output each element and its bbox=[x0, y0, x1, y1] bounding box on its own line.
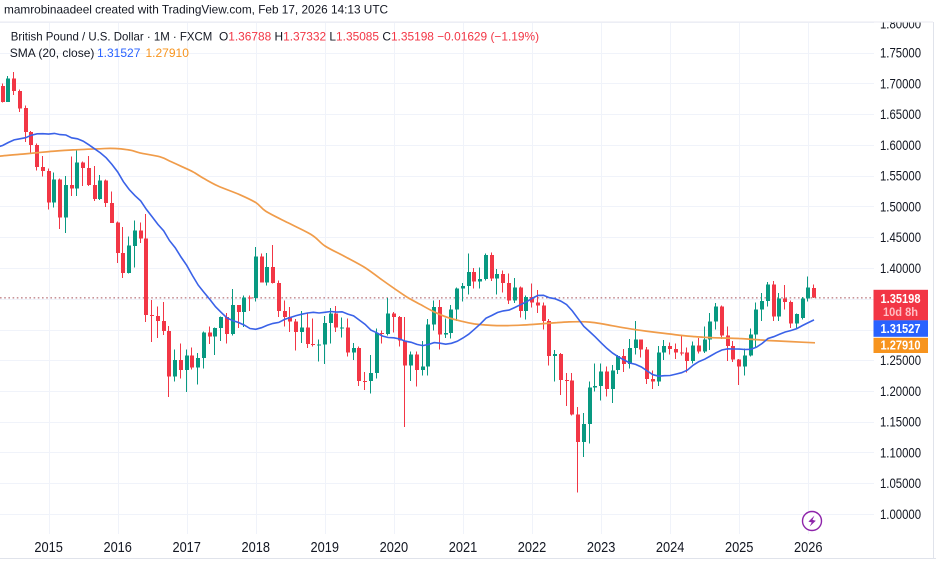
svg-text:2026: 2026 bbox=[794, 539, 823, 556]
svg-text:SMA (20, close): SMA (20, close) bbox=[10, 46, 95, 60]
svg-text:mamrobinaadeel created with Tr: mamrobinaadeel created with TradingView.… bbox=[4, 3, 389, 17]
svg-text:1.40000: 1.40000 bbox=[880, 261, 921, 276]
svg-text:1.05000: 1.05000 bbox=[880, 476, 921, 491]
svg-text:1.55000: 1.55000 bbox=[880, 169, 921, 184]
svg-text:1.35198: 1.35198 bbox=[881, 291, 921, 306]
svg-text:1.50000: 1.50000 bbox=[880, 199, 921, 214]
svg-text:1.31527: 1.31527 bbox=[881, 321, 921, 336]
svg-text:1.75000: 1.75000 bbox=[880, 46, 921, 61]
svg-text:2015: 2015 bbox=[34, 539, 63, 556]
svg-text:2022: 2022 bbox=[518, 539, 547, 556]
svg-text:1.10000: 1.10000 bbox=[880, 445, 921, 460]
svg-text:1.00000: 1.00000 bbox=[880, 507, 921, 522]
svg-text:1.27910: 1.27910 bbox=[146, 46, 190, 60]
svg-text:2021: 2021 bbox=[449, 539, 478, 556]
svg-text:2017: 2017 bbox=[172, 539, 201, 556]
svg-text:1.65000: 1.65000 bbox=[880, 107, 921, 122]
svg-text:1.31527: 1.31527 bbox=[97, 46, 141, 60]
svg-text:10d 8h: 10d 8h bbox=[883, 307, 918, 319]
svg-text:1.27910: 1.27910 bbox=[881, 338, 921, 353]
svg-text:O1.36788 H1.37332 L1.35085 C1.: O1.36788 H1.37332 L1.35085 C1.35198 −0.0… bbox=[219, 29, 539, 43]
svg-text:1.60000: 1.60000 bbox=[880, 138, 921, 153]
svg-text:1.70000: 1.70000 bbox=[880, 76, 921, 91]
svg-text:2016: 2016 bbox=[103, 539, 132, 556]
svg-text:1.20000: 1.20000 bbox=[880, 384, 921, 399]
svg-text:2018: 2018 bbox=[242, 539, 271, 556]
svg-text:1.25000: 1.25000 bbox=[880, 353, 921, 368]
svg-text:2019: 2019 bbox=[311, 539, 340, 556]
svg-text:2020: 2020 bbox=[380, 539, 409, 556]
svg-text:British Pound / U.S. Dollar ·: British Pound / U.S. Dollar · 1M · FXCM bbox=[11, 29, 213, 43]
svg-text:2025: 2025 bbox=[725, 539, 754, 556]
svg-text:1.15000: 1.15000 bbox=[880, 415, 921, 430]
svg-text:2023: 2023 bbox=[587, 539, 616, 556]
svg-text:1.45000: 1.45000 bbox=[880, 230, 921, 245]
svg-text:2024: 2024 bbox=[656, 539, 685, 556]
